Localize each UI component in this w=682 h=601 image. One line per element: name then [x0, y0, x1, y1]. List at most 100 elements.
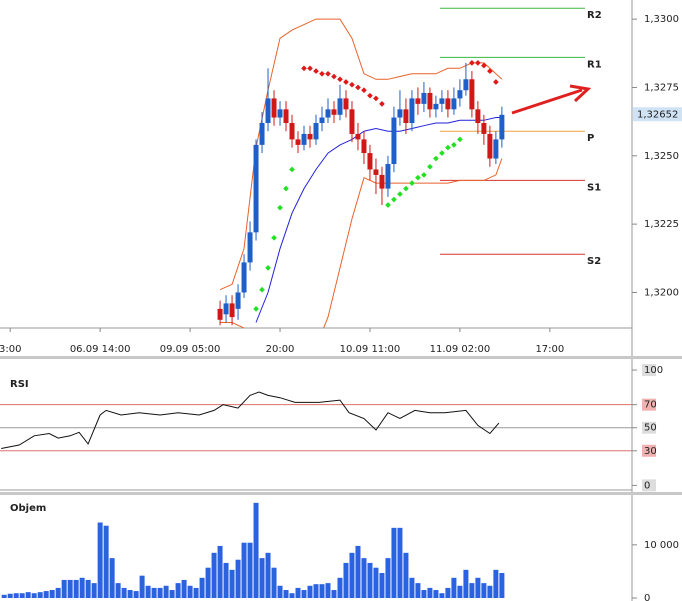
sar-dot [385, 202, 391, 208]
sar-dot [253, 306, 259, 312]
volume-bar [157, 587, 163, 598]
candle-body [463, 79, 469, 91]
sar-dot [283, 185, 289, 192]
volume-bar [415, 583, 421, 598]
candle-body [367, 153, 373, 170]
volume-bar [361, 558, 367, 598]
sar-dot [373, 95, 379, 102]
volume-bar [31, 593, 37, 598]
sar-dot [409, 180, 415, 186]
y-tick-label: 1,3300 [644, 14, 679, 25]
x-tick-label: 3:00 [0, 344, 21, 355]
volume-bar [175, 583, 181, 598]
sar-dot [493, 79, 499, 85]
volume-bar [49, 590, 55, 598]
candle-body [373, 169, 379, 175]
volume-bar [247, 542, 253, 598]
volume-bar [85, 579, 91, 598]
volume-bar [445, 587, 451, 598]
volume-bar [67, 579, 73, 598]
volume-bar [493, 569, 499, 598]
sar-dot [445, 144, 451, 151]
sar-dot [307, 65, 313, 72]
volume-bar [277, 585, 283, 598]
candle-body [259, 123, 265, 145]
y-tick-label: 0 [644, 593, 650, 601]
volume-bar [181, 579, 187, 598]
panel-separator [0, 356, 682, 359]
y-tick-label-bg [642, 444, 656, 457]
volume-bar [133, 591, 139, 598]
candle-body [445, 98, 451, 110]
volume-bar [253, 502, 259, 598]
trend-arrow [511, 84, 592, 115]
candle-body [247, 232, 253, 263]
sar-dot [343, 79, 349, 85]
volume-bar [343, 562, 349, 598]
candle-body [325, 109, 331, 118]
x-tick-label: 09.09 05:00 [160, 344, 221, 355]
volume-bar [349, 552, 355, 598]
sar-dot [403, 185, 409, 192]
candle-body [457, 90, 463, 99]
candle-body [433, 103, 439, 110]
volume-bar [451, 577, 457, 598]
pivot-label: R1 [587, 59, 602, 70]
y-tick-label: 70 [644, 400, 657, 411]
sar-dot [313, 68, 319, 74]
pivot-label: R2 [587, 10, 602, 21]
panel-separator [0, 492, 682, 495]
candle-body [355, 133, 361, 140]
volume-bar [97, 522, 103, 598]
sar-dot [427, 163, 433, 170]
volume-bar [427, 587, 433, 598]
volume-bar [43, 591, 49, 598]
volume-bar [319, 584, 325, 598]
moving-average [255, 117, 502, 323]
sar-dot [397, 191, 403, 197]
candle-body [277, 109, 283, 118]
sar-dot [457, 136, 463, 143]
volume-bar [199, 577, 205, 598]
sar-dot [337, 76, 343, 83]
sar-dot [331, 73, 337, 80]
volume-bar [385, 558, 391, 598]
volume-bar [439, 593, 445, 598]
volume-bar [373, 567, 379, 598]
volume-bar [283, 590, 289, 598]
volume-bar [397, 527, 403, 598]
rsi-line [1, 391, 500, 449]
volume-bar [211, 552, 217, 598]
volume-bar [109, 558, 115, 598]
last-price-tag [633, 107, 682, 122]
candle-body [241, 262, 247, 293]
volume-bar [403, 552, 409, 598]
volume-bar [337, 577, 343, 598]
lower-band [220, 158, 503, 328]
pivot-label: S2 [587, 256, 601, 267]
volume-bar [25, 592, 31, 598]
candle-body [313, 123, 319, 140]
candle-body [265, 98, 271, 123]
volume-bar [259, 558, 265, 598]
candle-body [469, 79, 475, 110]
volume-bar [103, 525, 109, 598]
candle-body [481, 123, 487, 134]
volume-bar [409, 577, 415, 598]
volume-bar [469, 583, 475, 598]
volume-bar [331, 590, 337, 598]
candle-body [403, 109, 409, 123]
volume-bar [1, 594, 7, 598]
candle-body [223, 303, 229, 315]
y-tick-label: 1,3250 [644, 151, 679, 162]
volume-bar [19, 593, 25, 598]
price-plot [217, 7, 585, 328]
volume-bar [127, 590, 133, 598]
volume-bar [355, 545, 361, 598]
volume-bar [7, 593, 13, 598]
volume-bar [487, 585, 493, 598]
sar-dot [319, 70, 325, 77]
volume-bar [295, 587, 301, 598]
y-tick-label-bg [642, 479, 656, 492]
